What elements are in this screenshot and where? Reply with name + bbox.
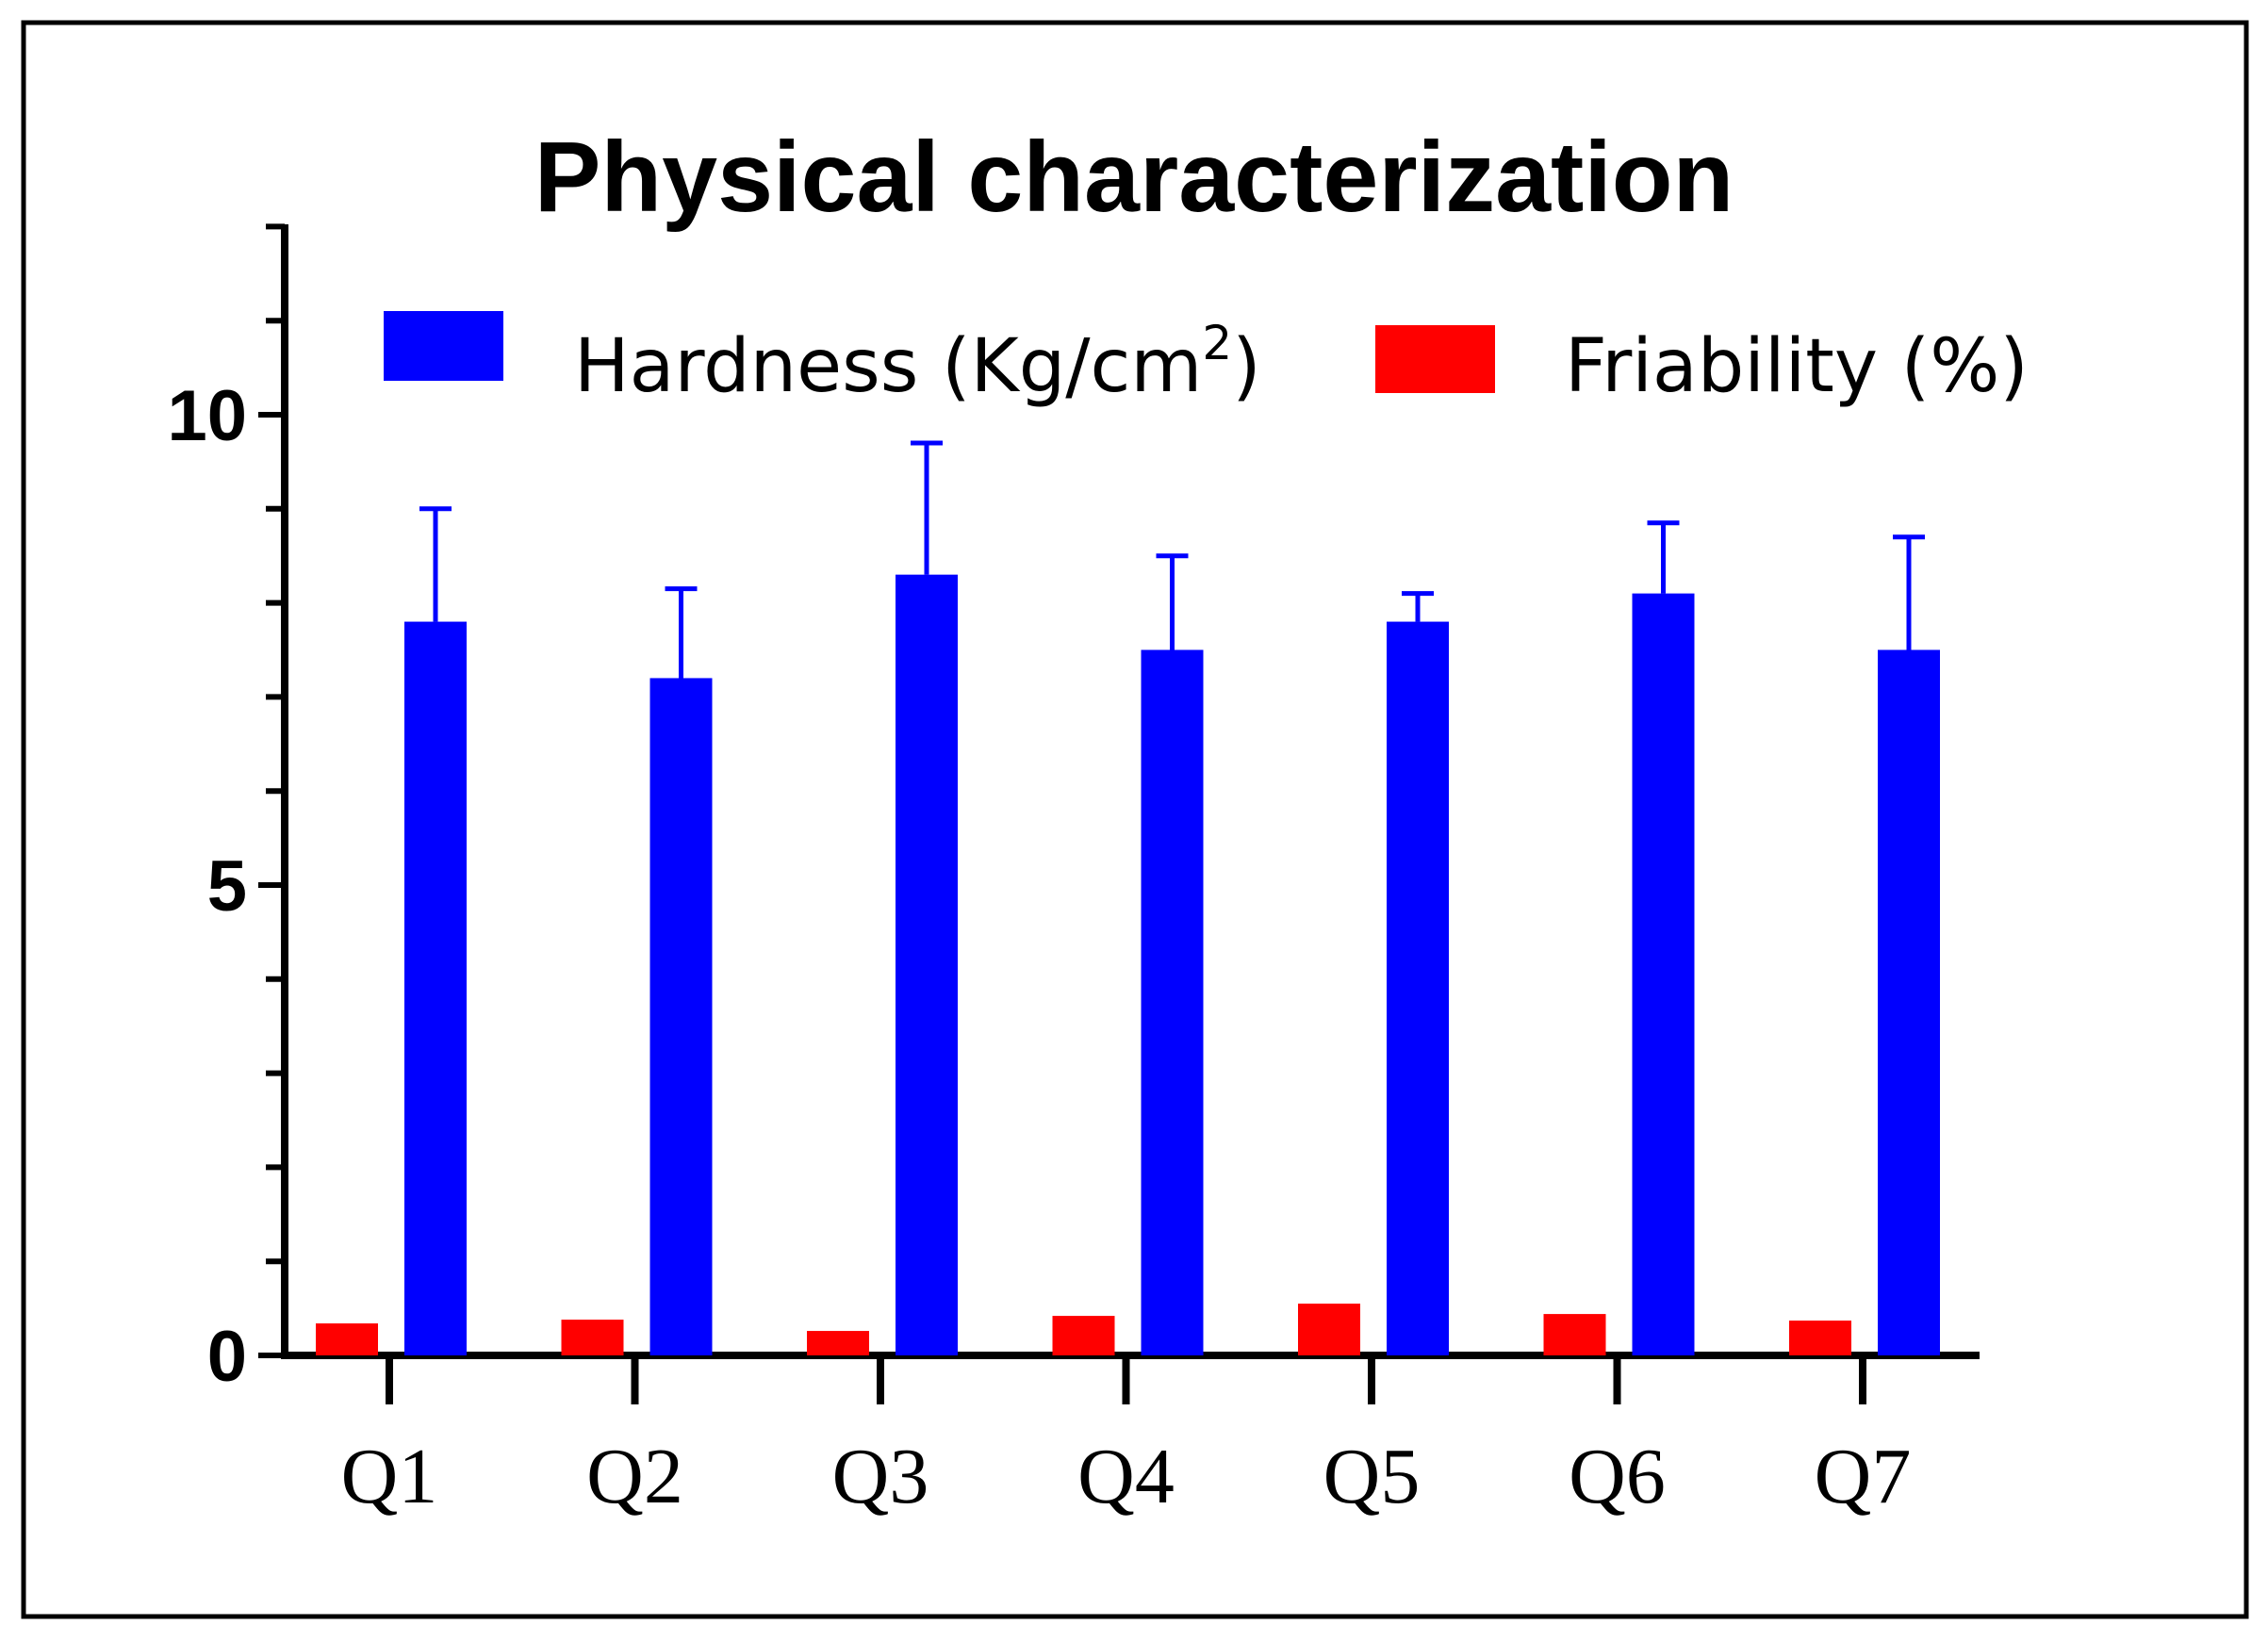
- x-tick-label: Q5: [1323, 1433, 1421, 1520]
- bar-hardness: [404, 621, 467, 1355]
- figure-border: [21, 20, 2249, 1619]
- chart-title: Physical characterization: [534, 122, 1734, 233]
- y-tick-label: 10: [167, 376, 247, 456]
- bar-friability: [1298, 1304, 1360, 1355]
- bar-hardness: [1632, 593, 1695, 1355]
- x-tick-label: Q3: [832, 1433, 929, 1520]
- x-tick-label: Q1: [341, 1433, 438, 1520]
- y-axis: 0 5 10: [167, 223, 288, 1397]
- error-bars: [419, 440, 1925, 679]
- bar-friability: [316, 1323, 378, 1355]
- y-tick-label: 0: [207, 1317, 247, 1397]
- x-tick-label: Q4: [1077, 1433, 1175, 1520]
- y-tick-label: 5: [207, 846, 247, 927]
- bar-hardness: [1141, 649, 1204, 1355]
- bar-friability: [1543, 1314, 1606, 1355]
- bar-hardness: [1387, 621, 1449, 1355]
- bar-friability: [807, 1331, 869, 1355]
- legend-swatch-friability: [1375, 325, 1495, 393]
- legend-swatch-hardness: [384, 311, 503, 381]
- x-tick-label: Q6: [1569, 1433, 1666, 1520]
- x-tick-label: Q2: [586, 1433, 683, 1520]
- legend: Hardness (Kg/cm2) Friability (%): [384, 311, 2029, 409]
- bar-hardness: [896, 574, 958, 1355]
- bar-friability: [561, 1320, 624, 1355]
- x-tick-label: Q7: [1815, 1433, 1912, 1520]
- bar-friability: [1052, 1316, 1115, 1355]
- bar-hardness: [649, 678, 713, 1355]
- legend-label-friability: Friability (%): [1565, 324, 2029, 409]
- bar-friability: [1789, 1321, 1851, 1355]
- bars: [316, 574, 1940, 1355]
- bar-hardness: [1878, 649, 1940, 1355]
- legend-label-hardness: Hardness (Kg/cm2): [574, 316, 1261, 409]
